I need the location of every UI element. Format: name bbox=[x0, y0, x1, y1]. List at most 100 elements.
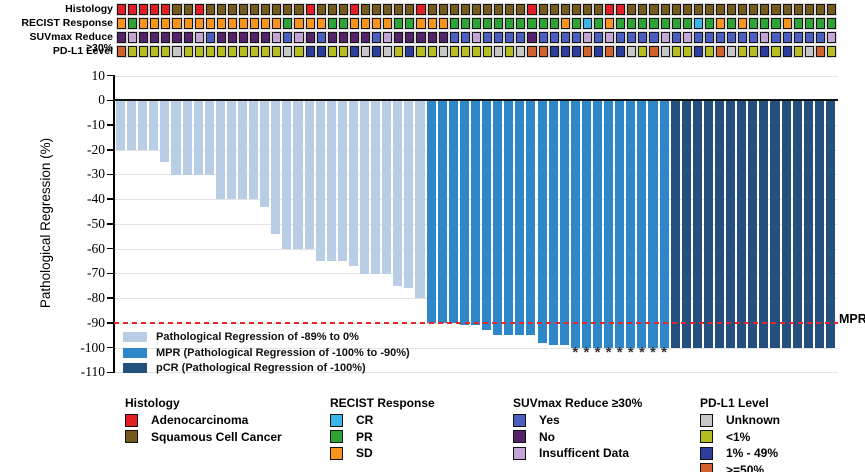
bar-pcr bbox=[825, 100, 835, 348]
recist-cell-SD bbox=[372, 18, 382, 29]
histology-cell-S bbox=[593, 4, 604, 15]
pdl1-cell-U bbox=[283, 46, 293, 57]
recist-cell-SD bbox=[427, 18, 437, 29]
suvmax-cell-Y bbox=[782, 32, 792, 43]
suvmax-cell-Y bbox=[793, 32, 803, 43]
bar-mpr bbox=[615, 100, 625, 348]
suvmax-cell-N bbox=[394, 32, 404, 43]
track-row-suvmax bbox=[117, 32, 836, 43]
asterisk-marker: * bbox=[650, 344, 656, 361]
histology-cell-S bbox=[715, 4, 726, 15]
bar-mpr bbox=[459, 100, 469, 326]
y-tick-label: -10 bbox=[87, 117, 105, 133]
pdl1-cell-M bbox=[305, 46, 315, 57]
legend-label: No bbox=[539, 429, 555, 444]
recist-cell-PR bbox=[727, 18, 737, 29]
chart-legend-row: MPR (Pathological Regression of -100% to… bbox=[123, 345, 410, 361]
suvmax-cell-Y bbox=[749, 32, 759, 43]
bar-pcr bbox=[726, 100, 736, 348]
legend-item: Squamous Cell Cancer bbox=[125, 430, 282, 444]
bar-pcr bbox=[759, 100, 769, 348]
histology-cell-S bbox=[793, 4, 803, 15]
recist-cell-PR bbox=[749, 18, 759, 29]
legend-title: Histology bbox=[125, 396, 180, 410]
legend-label: 1% - 49% bbox=[726, 446, 779, 460]
asterisk-marker: * bbox=[572, 344, 579, 361]
bar-pcr bbox=[770, 100, 780, 348]
pdl1-cell-L bbox=[427, 46, 437, 57]
recist-cell-PR bbox=[327, 18, 337, 29]
pdl1-cell-M bbox=[593, 46, 604, 57]
bar-regression bbox=[215, 100, 225, 200]
recist-cell-PR bbox=[405, 18, 415, 29]
histology-cell-S bbox=[250, 4, 260, 15]
recist-cell-PR bbox=[449, 18, 459, 29]
histology-cell-A bbox=[527, 4, 537, 15]
y-tick-label: -110 bbox=[80, 364, 105, 380]
histology-cell-S bbox=[704, 4, 714, 15]
pdl1-cell-L bbox=[471, 46, 482, 57]
y-tick-label: -40 bbox=[87, 191, 105, 207]
histology-cell-S bbox=[394, 4, 404, 15]
bar-pcr bbox=[781, 100, 791, 348]
suvmax-cell-N bbox=[427, 32, 437, 43]
pdl1-cell-L bbox=[161, 46, 171, 57]
suvmax-cell-Y bbox=[815, 32, 825, 43]
bar-regression bbox=[204, 100, 214, 175]
suvmax-cell-Y bbox=[627, 32, 637, 43]
bar-pcr bbox=[681, 100, 691, 348]
y-tick bbox=[107, 346, 113, 349]
suvmax-cell-Y bbox=[649, 32, 659, 43]
bar-regression bbox=[304, 100, 314, 249]
pdl1-cell-M bbox=[372, 46, 382, 57]
bar-regression bbox=[226, 100, 236, 200]
bar-regression bbox=[404, 100, 414, 289]
histology-cell-S bbox=[627, 4, 637, 15]
histology-cell-S bbox=[449, 4, 459, 15]
legend-swatch bbox=[513, 413, 526, 427]
pdl1-cell-L bbox=[826, 46, 836, 57]
suvmax-cell-N bbox=[338, 32, 348, 43]
histology-cell-S bbox=[516, 4, 526, 15]
recist-cell-PR bbox=[826, 18, 836, 29]
bar-pcr bbox=[737, 100, 747, 348]
histology-cell-S bbox=[682, 4, 692, 15]
pdl1-cell-U bbox=[172, 46, 182, 57]
pdl1-cell-U bbox=[438, 46, 448, 57]
y-tick bbox=[107, 149, 113, 151]
suvmax-cell-N bbox=[438, 32, 448, 43]
recist-cell-SD bbox=[316, 18, 326, 29]
suvmax-cell-Y bbox=[693, 32, 703, 43]
chart-legend: Pathological Regression of -89% to 0% MPR… bbox=[123, 329, 410, 376]
suvmax-cell-Y bbox=[283, 32, 293, 43]
pdl1-cell-M bbox=[560, 46, 570, 57]
legend-item: CR bbox=[330, 413, 435, 427]
pdl1-cell-L bbox=[239, 46, 249, 57]
pdl1-cell-L bbox=[483, 46, 493, 57]
histology-cell-S bbox=[782, 4, 792, 15]
histology-cell-A bbox=[305, 4, 315, 15]
recist-cell-PR bbox=[793, 18, 803, 29]
recist-cell-SD bbox=[305, 18, 315, 29]
pdl1-cell-L bbox=[505, 46, 515, 57]
pdl1-cell-L bbox=[150, 46, 160, 57]
pdl1-cell-H bbox=[649, 46, 659, 57]
histology-cell-S bbox=[638, 4, 648, 15]
gridline bbox=[114, 75, 838, 77]
legend-label: PR bbox=[356, 429, 373, 444]
suvmax-cell-I bbox=[682, 32, 692, 43]
bar-mpr bbox=[559, 100, 569, 346]
pdl1-cell-L bbox=[460, 46, 470, 57]
bar-regression bbox=[260, 100, 270, 207]
legend-swatch bbox=[125, 413, 138, 427]
recist-cell-PR bbox=[704, 18, 714, 29]
y-tick-label: -30 bbox=[87, 166, 105, 182]
bar-regression bbox=[282, 100, 292, 249]
bar-regression bbox=[271, 100, 281, 234]
track-label-suvmax: SUVmax Reduce ≥30% bbox=[29, 31, 113, 54]
pdl1-cell-H bbox=[715, 46, 726, 57]
histology-cell-S bbox=[760, 4, 770, 15]
track-label-recist: RECIST Response bbox=[21, 17, 113, 29]
y-tick bbox=[107, 198, 113, 200]
histology-cell-S bbox=[738, 4, 748, 15]
